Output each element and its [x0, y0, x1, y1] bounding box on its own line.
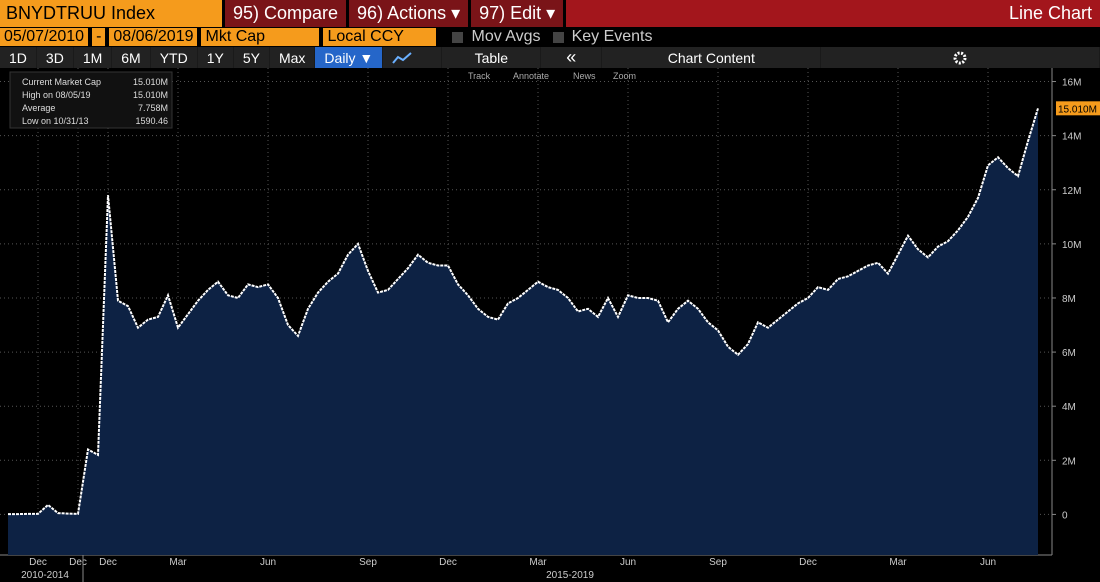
currency[interactable]: Local CCY [323, 28, 437, 46]
y-tick-label: 10M [1062, 240, 1081, 251]
chart-icon[interactable] [383, 47, 442, 68]
periods: 1D 3D 1M 6M YTD 1Y 5Y Max [0, 47, 315, 68]
date-sep: - [92, 28, 106, 46]
x-tick-label: Sep [709, 557, 727, 568]
y-tick-label: 8M [1062, 294, 1076, 305]
x-tick-label: Mar [889, 557, 907, 568]
x-tick-label: Jun [620, 557, 636, 568]
x-tick-label: Dec [29, 557, 47, 568]
x-tick-label: Dec [799, 557, 817, 568]
tool: News [573, 71, 596, 81]
y-tick-label: 0 [1062, 510, 1068, 521]
collapse[interactable]: « [541, 47, 602, 68]
period-bar: 1D 3D 1M 6M YTD 1Y 5Y Max Daily ▼ Table « Chart… [0, 47, 1100, 68]
legend-value: 7.758M [138, 103, 168, 113]
table-button[interactable]: Table [442, 47, 541, 68]
x-tick-label: Dec [439, 557, 457, 568]
period-button[interactable]: 3D [36, 47, 73, 68]
y-tick-label: 4M [1062, 402, 1076, 413]
start-date[interactable]: 05/07/2010 [0, 28, 89, 46]
field[interactable]: Mkt Cap [201, 28, 320, 46]
button[interactable]: 95) Compare [225, 0, 347, 27]
frequency[interactable]: Daily ▼ [315, 47, 383, 68]
x-tick-label: Jun [980, 557, 996, 568]
y-tick-label: 16M [1062, 78, 1081, 89]
x-tick-label: Jun [260, 557, 276, 568]
button[interactable]: 96) Actions ▾ [349, 0, 469, 27]
x-tick-label: Mar [529, 557, 547, 568]
period-button[interactable]: 1Y [197, 47, 233, 68]
view-title: Line Chart [566, 0, 1100, 27]
period-button[interactable]: 1D [0, 47, 36, 68]
value-label: 15.010M [1058, 104, 1097, 115]
x-tick-label: Dec [69, 557, 87, 568]
period-button[interactable]: YTD [150, 47, 197, 68]
period-label: 2010-2014 [21, 570, 69, 581]
x-tick-label: Sep [359, 557, 377, 568]
settings[interactable] [821, 47, 1099, 68]
security[interactable]: BNYDTRUU Index [0, 0, 222, 27]
period-button[interactable]: 5Y [233, 47, 269, 68]
y-tick-label: 6M [1062, 348, 1076, 359]
checkbox[interactable]: Mov Avgs [452, 28, 540, 46]
y-tick-label: 14M [1062, 132, 1081, 143]
settings-bar: 05/07/2010 - 08/06/2019 Mkt Cap Local CC… [0, 27, 1100, 47]
legend-value: 15.010M [133, 90, 168, 100]
legend-label: High on 08/05/19 [22, 90, 91, 100]
period-button[interactable]: Max [269, 47, 315, 68]
period-button[interactable]: 1M [73, 47, 112, 68]
gear [953, 51, 967, 64]
y-tick-label: 2M [1062, 456, 1076, 467]
y-tick-label: 12M [1062, 186, 1081, 197]
period-button[interactable]: 6M [112, 47, 150, 68]
tool: Track [468, 71, 491, 81]
area [8, 108, 1038, 556]
legend-bg [9, 71, 173, 129]
top-bar: BNYDTRUU Index 95) Compare 96) Actions ▾… [0, 0, 1100, 27]
period-label: 2015-2019 [546, 570, 594, 581]
value-label-bg [1056, 101, 1100, 116]
legend-label: Average [22, 103, 55, 113]
tool: Annotate [513, 71, 549, 81]
legend-label: Low on 10/31/13 [22, 116, 89, 126]
x-tick-label: Dec [99, 557, 117, 568]
checkbox[interactable]: Key Events [553, 28, 653, 46]
legend-value: 1590.46 [135, 116, 168, 126]
line [8, 108, 1039, 516]
x-tick-label: Mar [169, 557, 187, 568]
chart-content[interactable]: Chart Content [602, 47, 821, 68]
legend-label: Current Market Cap [22, 77, 101, 87]
button[interactable]: 97) Edit ▾ [471, 0, 564, 27]
icon [392, 51, 412, 64]
chart: 0 2M 4M 6M 8M 10M 12M 14M 16M Dec Dec Dec Mar Jun Sep D… [0, 68, 1100, 582]
end-date[interactable]: 08/06/2019 [109, 28, 198, 46]
tool: Zoom [613, 71, 636, 81]
legend-value: 15.010M [133, 77, 168, 87]
